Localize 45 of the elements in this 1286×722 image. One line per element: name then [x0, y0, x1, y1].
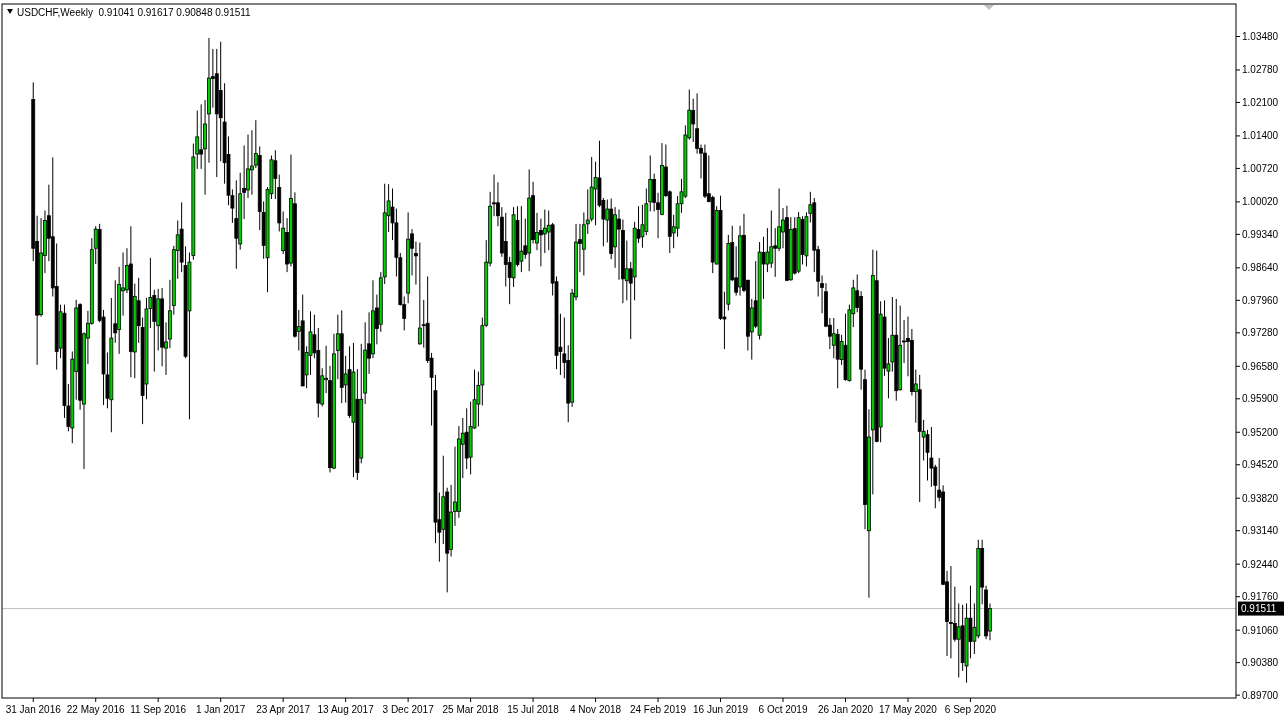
- x-tick-label: 25 Mar 2018: [442, 704, 500, 715]
- x-tick-label: 6 Oct 2019: [758, 704, 808, 715]
- y-tick-label: 0.92440: [1242, 558, 1279, 570]
- x-tick-label: 16 Jun 2019: [693, 704, 749, 715]
- candlestick: [234, 179, 239, 270]
- chart-title: USDCHF,Weekly 0.91041 0.91617 0.90848 0.91511: [17, 7, 252, 18]
- x-tick-label: 24 Feb 2019: [629, 704, 687, 715]
- y-tick-label: 1.03480: [1242, 31, 1279, 42]
- y-tick-label: 0.91760: [1242, 591, 1279, 603]
- x-tick-label: 11 Sep 2016: [130, 704, 187, 715]
- y-tick-label: 0.97960: [1242, 294, 1279, 306]
- candlestick: [769, 209, 774, 269]
- ref-line-label: 0.91511: [1241, 603, 1277, 615]
- x-tick-label: 26 Jan 2020: [817, 704, 874, 715]
- y-tick-label: 0.98640: [1242, 262, 1279, 274]
- y-tick-label: 0.96580: [1242, 360, 1279, 372]
- candlestick: [417, 242, 422, 346]
- y-tick-label: 0.97280: [1242, 327, 1279, 339]
- x-tick-label: 17 May 2020: [879, 704, 938, 715]
- y-tick-label: 1.01400: [1242, 130, 1279, 142]
- y-tick-label: 0.93820: [1242, 492, 1279, 504]
- candlestick: [593, 161, 598, 226]
- x-tick-label: 3 Dec 2017: [382, 704, 435, 715]
- y-tick-label: 1.02780: [1242, 64, 1279, 76]
- y-tick-label: 0.93140: [1242, 525, 1279, 537]
- candlestick: [949, 565, 953, 659]
- x-tick-label: 1 Jan 2017: [195, 704, 246, 715]
- x-tick-label: 31 Jan 2016: [5, 704, 62, 715]
- y-tick-label: 0.99340: [1242, 228, 1279, 240]
- y-tick-label: 1.02100: [1242, 96, 1279, 108]
- y-tick-label: 1.00020: [1242, 196, 1279, 208]
- y-tick-label: 0.90380: [1242, 657, 1279, 669]
- y-tick-label: 0.95200: [1242, 426, 1279, 438]
- y-tick-label: 0.89700: [1242, 689, 1279, 701]
- x-tick-label: 15 Jul 2018: [507, 704, 560, 715]
- x-tick-label: 13 Aug 2017: [317, 704, 375, 715]
- x-tick-label: 4 Nov 2018: [569, 704, 622, 715]
- candlestick: [519, 205, 524, 273]
- x-tick-label: 6 Sep 2020: [944, 704, 997, 715]
- y-tick-label: 1.00720: [1242, 162, 1279, 174]
- x-tick-label: 22 May 2016: [66, 704, 126, 715]
- x-tick-label: 23 Apr 2017: [256, 704, 311, 715]
- y-tick-label: 0.91060: [1242, 624, 1279, 636]
- y-tick-label: 0.95900: [1242, 393, 1279, 405]
- y-tick-label: 0.94520: [1242, 459, 1279, 471]
